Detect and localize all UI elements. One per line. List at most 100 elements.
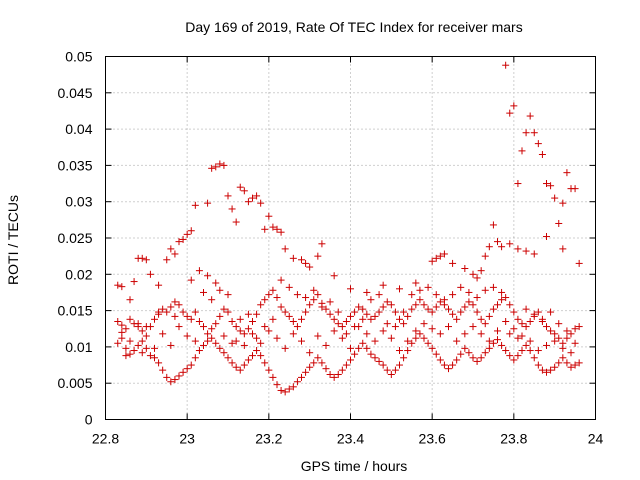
data-point bbox=[420, 320, 428, 328]
data-point bbox=[277, 303, 285, 311]
data-point bbox=[306, 349, 314, 357]
data-point bbox=[559, 354, 567, 362]
data-point bbox=[555, 219, 563, 227]
data-point bbox=[220, 332, 228, 340]
data-point bbox=[379, 361, 387, 369]
data-point bbox=[575, 323, 583, 331]
data-point bbox=[526, 347, 534, 355]
data-point bbox=[273, 381, 281, 389]
data-point bbox=[314, 332, 322, 340]
data-point bbox=[530, 310, 538, 318]
data-point bbox=[567, 363, 575, 371]
data-point bbox=[506, 109, 514, 117]
data-point bbox=[155, 359, 163, 367]
data-point bbox=[363, 310, 371, 318]
chart-title: Day 169 of 2019, Rate Of TEC Index for r… bbox=[185, 19, 522, 35]
data-point bbox=[159, 366, 167, 374]
y-tick-label: 0.04 bbox=[65, 121, 92, 137]
data-point bbox=[277, 276, 285, 284]
data-point bbox=[212, 320, 220, 328]
data-point bbox=[436, 252, 444, 260]
data-point bbox=[220, 349, 228, 357]
data-point bbox=[355, 303, 363, 311]
data-point bbox=[167, 303, 175, 311]
data-point bbox=[543, 368, 550, 376]
data-point bbox=[138, 349, 146, 357]
data-point bbox=[432, 303, 440, 311]
data-point bbox=[469, 301, 477, 309]
data-point bbox=[400, 354, 408, 362]
x-tick-labels: 22.8 23 23.2 23.4 23.6 23.8 24 bbox=[92, 431, 604, 447]
data-point bbox=[571, 361, 579, 369]
data-point bbox=[436, 330, 444, 338]
y-tick-label: 0.045 bbox=[57, 85, 92, 101]
data-point bbox=[244, 310, 252, 318]
data-point bbox=[428, 308, 436, 316]
data-point bbox=[236, 315, 244, 323]
data-point bbox=[338, 334, 346, 342]
data-point bbox=[342, 330, 350, 338]
data-point bbox=[187, 361, 195, 369]
data-point bbox=[363, 330, 371, 338]
data-point bbox=[142, 332, 150, 340]
data-point bbox=[326, 310, 334, 318]
data-point bbox=[485, 243, 493, 251]
data-point bbox=[155, 281, 163, 289]
data-point bbox=[159, 305, 167, 313]
data-point bbox=[232, 363, 240, 371]
y-tick-label: 0.01 bbox=[65, 339, 92, 355]
data-point bbox=[518, 147, 526, 155]
data-point bbox=[204, 272, 212, 280]
data-point bbox=[469, 270, 477, 278]
data-point bbox=[485, 312, 493, 320]
data-point bbox=[473, 308, 481, 316]
data-point bbox=[494, 327, 501, 335]
x-axis-label: GPS time / hours bbox=[301, 458, 408, 474]
data-point bbox=[432, 350, 440, 358]
data-point bbox=[240, 187, 248, 195]
x-tick-label: 24 bbox=[588, 431, 604, 447]
data-point bbox=[183, 230, 191, 238]
data-point bbox=[522, 305, 530, 313]
data-point bbox=[379, 281, 387, 289]
data-point bbox=[396, 285, 403, 293]
data-point bbox=[383, 298, 391, 306]
data-point bbox=[126, 350, 134, 358]
data-point bbox=[126, 296, 134, 304]
data-point bbox=[555, 320, 563, 328]
data-point bbox=[293, 378, 301, 386]
data-point bbox=[416, 286, 424, 294]
data-point bbox=[498, 296, 506, 304]
data-point bbox=[224, 291, 232, 299]
data-point bbox=[526, 112, 534, 120]
data-point bbox=[420, 301, 428, 309]
data-point bbox=[314, 291, 322, 299]
data-point bbox=[461, 303, 469, 311]
data-point bbox=[359, 305, 367, 313]
data-point bbox=[298, 373, 305, 381]
data-point bbox=[375, 308, 383, 316]
data-point bbox=[293, 291, 301, 299]
data-point bbox=[534, 361, 542, 369]
data-point bbox=[281, 344, 289, 352]
data-point bbox=[408, 291, 416, 299]
data-point bbox=[494, 336, 501, 344]
data-point bbox=[469, 354, 477, 362]
data-point bbox=[179, 368, 187, 376]
data-point bbox=[236, 183, 244, 191]
data-point bbox=[436, 356, 444, 364]
data-point bbox=[538, 366, 546, 374]
data-point bbox=[445, 323, 452, 331]
data-point bbox=[183, 332, 191, 340]
data-point bbox=[424, 339, 432, 347]
y-tick-labels: 0 0.005 0.01 0.015 0.02 0.025 0.03 0.035 0.04 0.0… bbox=[57, 49, 92, 428]
data-point bbox=[171, 298, 179, 306]
data-point bbox=[118, 321, 126, 329]
data-point bbox=[408, 305, 416, 313]
data-point bbox=[518, 347, 526, 355]
data-point bbox=[432, 291, 440, 299]
data-point bbox=[367, 315, 375, 323]
data-point bbox=[306, 263, 314, 271]
data-point bbox=[445, 305, 452, 313]
data-point bbox=[204, 199, 212, 207]
